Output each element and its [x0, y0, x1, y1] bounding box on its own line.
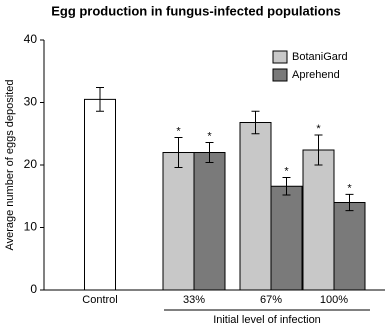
error-bar: [205, 142, 214, 163]
y-tick-label: 10: [24, 220, 38, 234]
significance-marker: *: [176, 125, 181, 137]
bar: [333, 202, 366, 291]
x-tick-label: 33%: [183, 294, 205, 306]
legend-swatch: [272, 50, 288, 64]
bar: [239, 122, 272, 291]
x-tick-label: Control: [82, 294, 117, 306]
error-bar: [314, 134, 323, 166]
error-bar: [345, 193, 354, 212]
bar: [162, 152, 195, 291]
legend-label: Aprehend: [292, 69, 340, 81]
y-tick-label: 20: [24, 157, 38, 171]
legend-label: BotaniGard: [292, 51, 348, 63]
bar: [193, 152, 226, 291]
legend-swatch: [272, 68, 288, 82]
error-bar: [96, 87, 104, 112]
bar: [84, 98, 116, 291]
error-bar: [282, 177, 291, 196]
significance-marker: *: [316, 123, 321, 135]
x-tick-label: 100%: [320, 294, 348, 306]
y-tick-label: 0: [30, 282, 37, 296]
chart-title: Egg production in fungus-infected popula…: [51, 3, 341, 18]
significance-marker: *: [284, 165, 289, 177]
x-axis-label: Initial level of infection: [213, 314, 321, 325]
significance-marker: *: [207, 130, 212, 142]
y-tick-label: 40: [24, 32, 38, 46]
y-axis-label: Average number of eggs deposited: [4, 79, 16, 250]
x-tick-label: 67%: [260, 294, 282, 306]
y-tick-label: 30: [24, 95, 38, 109]
error-bar: [174, 137, 183, 168]
error-bar: [251, 110, 260, 135]
bar: [302, 149, 335, 291]
significance-marker: *: [347, 182, 352, 194]
bar: [270, 185, 303, 291]
